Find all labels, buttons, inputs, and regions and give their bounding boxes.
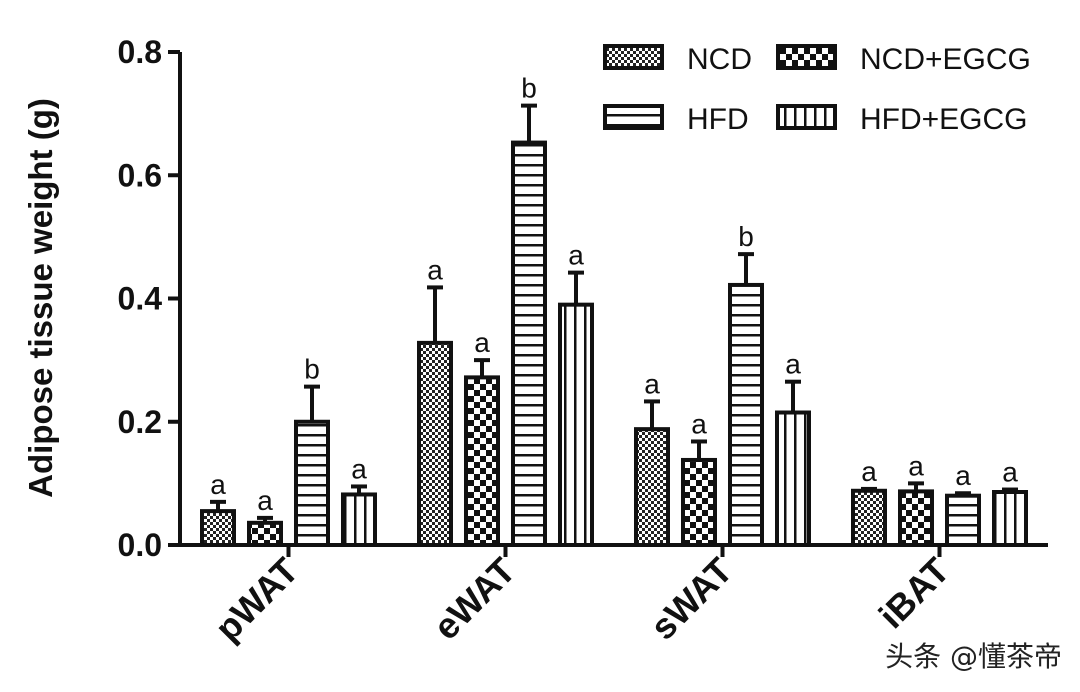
bar: [417, 340, 453, 547]
x-tick-label: eWAT: [425, 550, 523, 648]
legend-label: HFD+EGCG: [860, 103, 1028, 136]
bar: [634, 427, 670, 547]
significance-label: a: [427, 254, 443, 285]
significance-label: a: [644, 368, 660, 399]
significance-label: b: [521, 73, 537, 104]
x-tick-label: iBAT: [871, 550, 957, 636]
significance-label: a: [351, 453, 367, 484]
x-tick-label: pWAT: [207, 550, 306, 649]
legend-label: NCD+EGCG: [860, 43, 1031, 76]
y-axis-label: Adipose tissue weight (g): [22, 98, 59, 498]
legend-swatch: [776, 44, 837, 70]
y-tick-label: 0.0: [118, 527, 162, 563]
y-tick-label: 0.8: [118, 34, 162, 70]
significance-label: b: [738, 221, 754, 252]
bar: [681, 457, 717, 547]
significance-label: b: [304, 354, 320, 385]
bar: [945, 493, 981, 548]
x-tick-label: sWAT: [642, 550, 740, 648]
significance-label: a: [474, 327, 490, 358]
significance-label: a: [908, 450, 924, 481]
bar: [247, 520, 283, 548]
bar: [511, 140, 547, 547]
y-tick-label: 0.4: [118, 281, 163, 317]
significance-label: a: [691, 408, 707, 439]
legend-label: HFD: [687, 103, 749, 136]
legend-swatch: [603, 104, 664, 130]
significance-label: a: [568, 240, 584, 271]
significance-label: a: [257, 485, 273, 516]
significance-label: a: [785, 349, 801, 380]
legend-swatch: [776, 104, 837, 130]
legend-swatch: [603, 44, 664, 70]
y-tick-label: 0.2: [118, 404, 162, 440]
significance-label: a: [955, 460, 971, 491]
bar: [992, 490, 1028, 548]
bar: [775, 410, 811, 547]
bar: [851, 488, 887, 547]
y-tick-label: 0.6: [118, 157, 162, 193]
legend-label: NCD: [687, 43, 752, 76]
significance-label: a: [1002, 457, 1018, 488]
bar: [464, 375, 500, 547]
bar: [728, 282, 764, 547]
watermark-text: 头条 @懂茶帝: [885, 640, 1062, 673]
significance-label: a: [210, 469, 226, 500]
bar: [200, 509, 236, 548]
bar: [898, 489, 934, 548]
legend: NCD NCD+EGCG HFD HFD+EGCG: [603, 43, 1031, 136]
bar: [341, 492, 377, 547]
bar: [294, 419, 330, 547]
significance-label: a: [861, 456, 877, 487]
bar: [558, 302, 594, 547]
